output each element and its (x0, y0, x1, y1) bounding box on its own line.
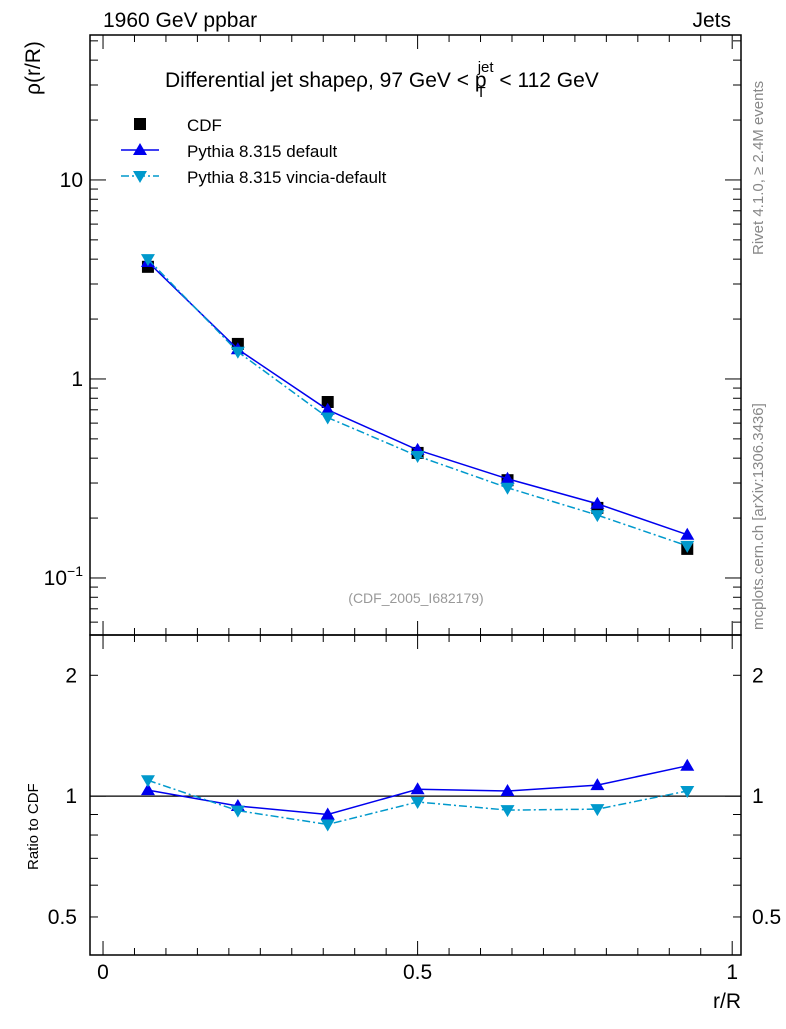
series-line-1 (147, 261, 688, 536)
y-tick-label: 1 (65, 785, 77, 808)
header-left: 1960 GeV ppbar (103, 9, 257, 32)
data-point-series-1 (320, 819, 335, 832)
legend: CDF Pythia 8.315 default Pythia 8.315 vinc… (121, 116, 387, 187)
legend-label: Pythia 8.315 default (187, 142, 338, 161)
mcplots-label: mcplots.cern.ch [arXiv:1306.3436] (750, 403, 767, 630)
legend-marker (134, 118, 146, 130)
rivet-label: Rivet 4.1.0, ≥ 2.4M events (750, 81, 767, 255)
data-point-series-1 (500, 805, 515, 818)
title-sup: jet (477, 59, 495, 76)
data-point-series-0 (500, 783, 515, 796)
plot-frame (89, 634, 742, 956)
watermark: (CDF_2005_I682179) (348, 590, 483, 606)
main-ylabel: ρ(r/R) (22, 41, 45, 95)
legend-marker (133, 143, 147, 155)
data-point-series-0 (680, 758, 695, 771)
y-tick-exponent: −1 (67, 563, 83, 579)
data-point-series-2 (320, 412, 335, 425)
data-point-series-0 (590, 778, 605, 791)
data-point-series-2 (410, 451, 425, 464)
y-tick-label-right: 2 (752, 664, 764, 687)
data-point-series-1 (230, 805, 245, 818)
data-point-series-1 (320, 402, 335, 415)
y-tick-label: 1 (71, 368, 83, 391)
series-line-2 (147, 258, 688, 547)
data-point-series-2 (680, 540, 695, 553)
y-tick-label: 10−1 (44, 563, 84, 590)
legend-label: Pythia 8.315 vincia-default (187, 168, 387, 187)
y-tick-label-right: 1 (752, 785, 764, 808)
ratio-panel: 2 2 1 1 0.5 0.5 0 0.5 1 (48, 634, 781, 984)
legend-marker (133, 171, 147, 183)
main-panel: 10 1 10−1 (44, 34, 742, 636)
data-point-series-2 (140, 254, 155, 267)
y-tick-label: 2 (65, 664, 77, 687)
x-tick-label: 0.5 (403, 961, 432, 984)
data-point-series-1 (140, 775, 155, 788)
x-tick-label: 0 (97, 961, 109, 984)
data-point-series-2 (230, 346, 245, 359)
data-point-series-0 (321, 396, 334, 409)
legend-label: CDF (187, 116, 222, 135)
data-point-series-2 (590, 510, 605, 523)
xlabel: r/R (713, 990, 741, 1013)
ratio-ylabel: Ratio to CDF (25, 783, 42, 870)
header-right: Jets (692, 9, 731, 32)
x-tick-label: 1 (726, 961, 738, 984)
data-point-series-1 (410, 796, 425, 809)
data-point-series-1 (680, 785, 695, 798)
data-point-series-0 (140, 783, 155, 796)
data-point-series-1 (590, 804, 605, 817)
title-main: Differential jet shapeρ, 97 GeV < p (165, 69, 487, 92)
title-sub: T (477, 84, 486, 101)
title-tail: < 112 GeV (494, 69, 599, 92)
data-point-series-0 (410, 782, 425, 795)
data-point-series-1 (590, 496, 605, 509)
data-point-series-0 (320, 807, 335, 820)
y-tick-label-right: 0.5 (752, 906, 781, 929)
data-point-series-1 (500, 471, 515, 484)
main-title: Differential jet shapeρ, 97 GeV < p Tjet … (165, 59, 599, 101)
data-point-series-1 (680, 527, 695, 540)
data-point-series-2 (500, 482, 515, 495)
y-tick-label: 10 (60, 169, 83, 192)
y-tick-label: 0.5 (48, 906, 77, 929)
